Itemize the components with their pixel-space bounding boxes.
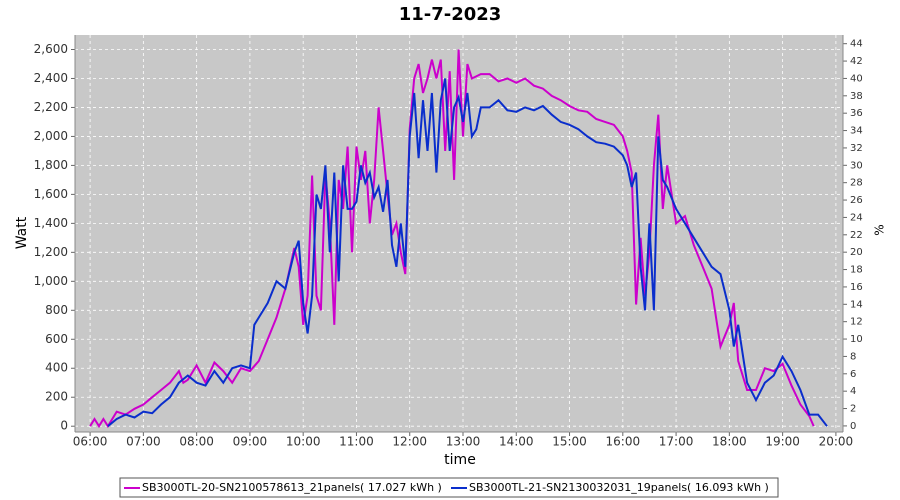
- y-tick-label: 1,200: [34, 245, 68, 259]
- y-tick-label: 2,400: [34, 71, 68, 85]
- y-axis-label: Watt: [14, 216, 30, 249]
- chart-title: 11-7-2023: [399, 4, 502, 25]
- x-tick-label: 12:00: [392, 435, 427, 449]
- legend: [119, 477, 779, 498]
- y-tick-label: 400: [45, 361, 68, 375]
- x-tick-label: 19:00: [765, 435, 800, 449]
- y2-tick-label: 0: [850, 421, 856, 432]
- y2-tick-label: 28: [850, 178, 863, 189]
- y2-tick-label: 42: [850, 56, 863, 67]
- y2-tick-label: 20: [850, 247, 863, 258]
- y2-tick-label: 32: [850, 143, 863, 154]
- x-tick-label: 13:00: [446, 435, 481, 449]
- x-tick-label: 10:00: [286, 435, 321, 449]
- y2-tick-label: 16: [850, 282, 863, 293]
- y2-tick-label: 2: [850, 404, 856, 415]
- x-tick-label: 18:00: [712, 435, 747, 449]
- x-axis-label: time: [444, 452, 476, 468]
- x-tick-label: 17:00: [659, 435, 694, 449]
- x-tick-label: 06:00: [73, 435, 108, 449]
- y-tick-label: 2,000: [34, 129, 68, 143]
- legend-label: SB3000TL-21-SN2130032031_19panels( 16.09…: [469, 481, 769, 494]
- y2-tick-label: 24: [850, 212, 863, 223]
- y2-tick-label: 12: [850, 317, 863, 328]
- y2-axis-label: %: [873, 224, 887, 235]
- x-tick-label: 14:00: [499, 435, 534, 449]
- y2-tick-label: 22: [850, 230, 863, 241]
- y-tick-label: 600: [45, 332, 68, 346]
- x-tick-label: 09:00: [233, 435, 268, 449]
- y2-tick-label: 26: [850, 195, 863, 206]
- y-tick-label: 1,800: [34, 158, 68, 172]
- y2-tick-label: 40: [850, 73, 863, 84]
- y2-tick-label: 30: [850, 160, 863, 171]
- x-tick-label: 07:00: [126, 435, 161, 449]
- y2-tick-label: 10: [850, 334, 863, 345]
- y2-tick-label: 6: [850, 369, 856, 380]
- y-tick-label: 200: [45, 390, 68, 404]
- line: [107, 78, 828, 427]
- y-tick-label: 2,600: [34, 42, 68, 56]
- x-tick-label: 15:00: [552, 435, 587, 449]
- y2-tick-label: 18: [850, 265, 863, 276]
- x-tick-label: 11:00: [339, 435, 374, 449]
- y2-tick-label: 8: [850, 351, 856, 362]
- y2-tick-label: 38: [850, 91, 863, 102]
- y-tick-label: 2,200: [34, 100, 68, 114]
- y2-tick-label: 44: [850, 39, 863, 50]
- y-tick-label: 1,600: [34, 187, 68, 201]
- y-tick-label: 1,000: [34, 274, 68, 288]
- legend-label: SB3000TL-20-SN2100578613_21panels( 17.02…: [142, 481, 442, 494]
- x-tick-label: 20:00: [819, 435, 854, 449]
- y-tick-label: 800: [45, 303, 68, 317]
- x-tick-label: 08:00: [179, 435, 214, 449]
- y2-tick-label: 14: [850, 299, 863, 310]
- x-tick-label: 16:00: [606, 435, 641, 449]
- y2-tick-label: 4: [850, 386, 856, 397]
- y2-tick-label: 34: [850, 126, 863, 137]
- y2-tick-label: 36: [850, 108, 863, 119]
- y-tick-label: 0: [60, 419, 68, 433]
- y-tick-label: 1,400: [34, 216, 68, 230]
